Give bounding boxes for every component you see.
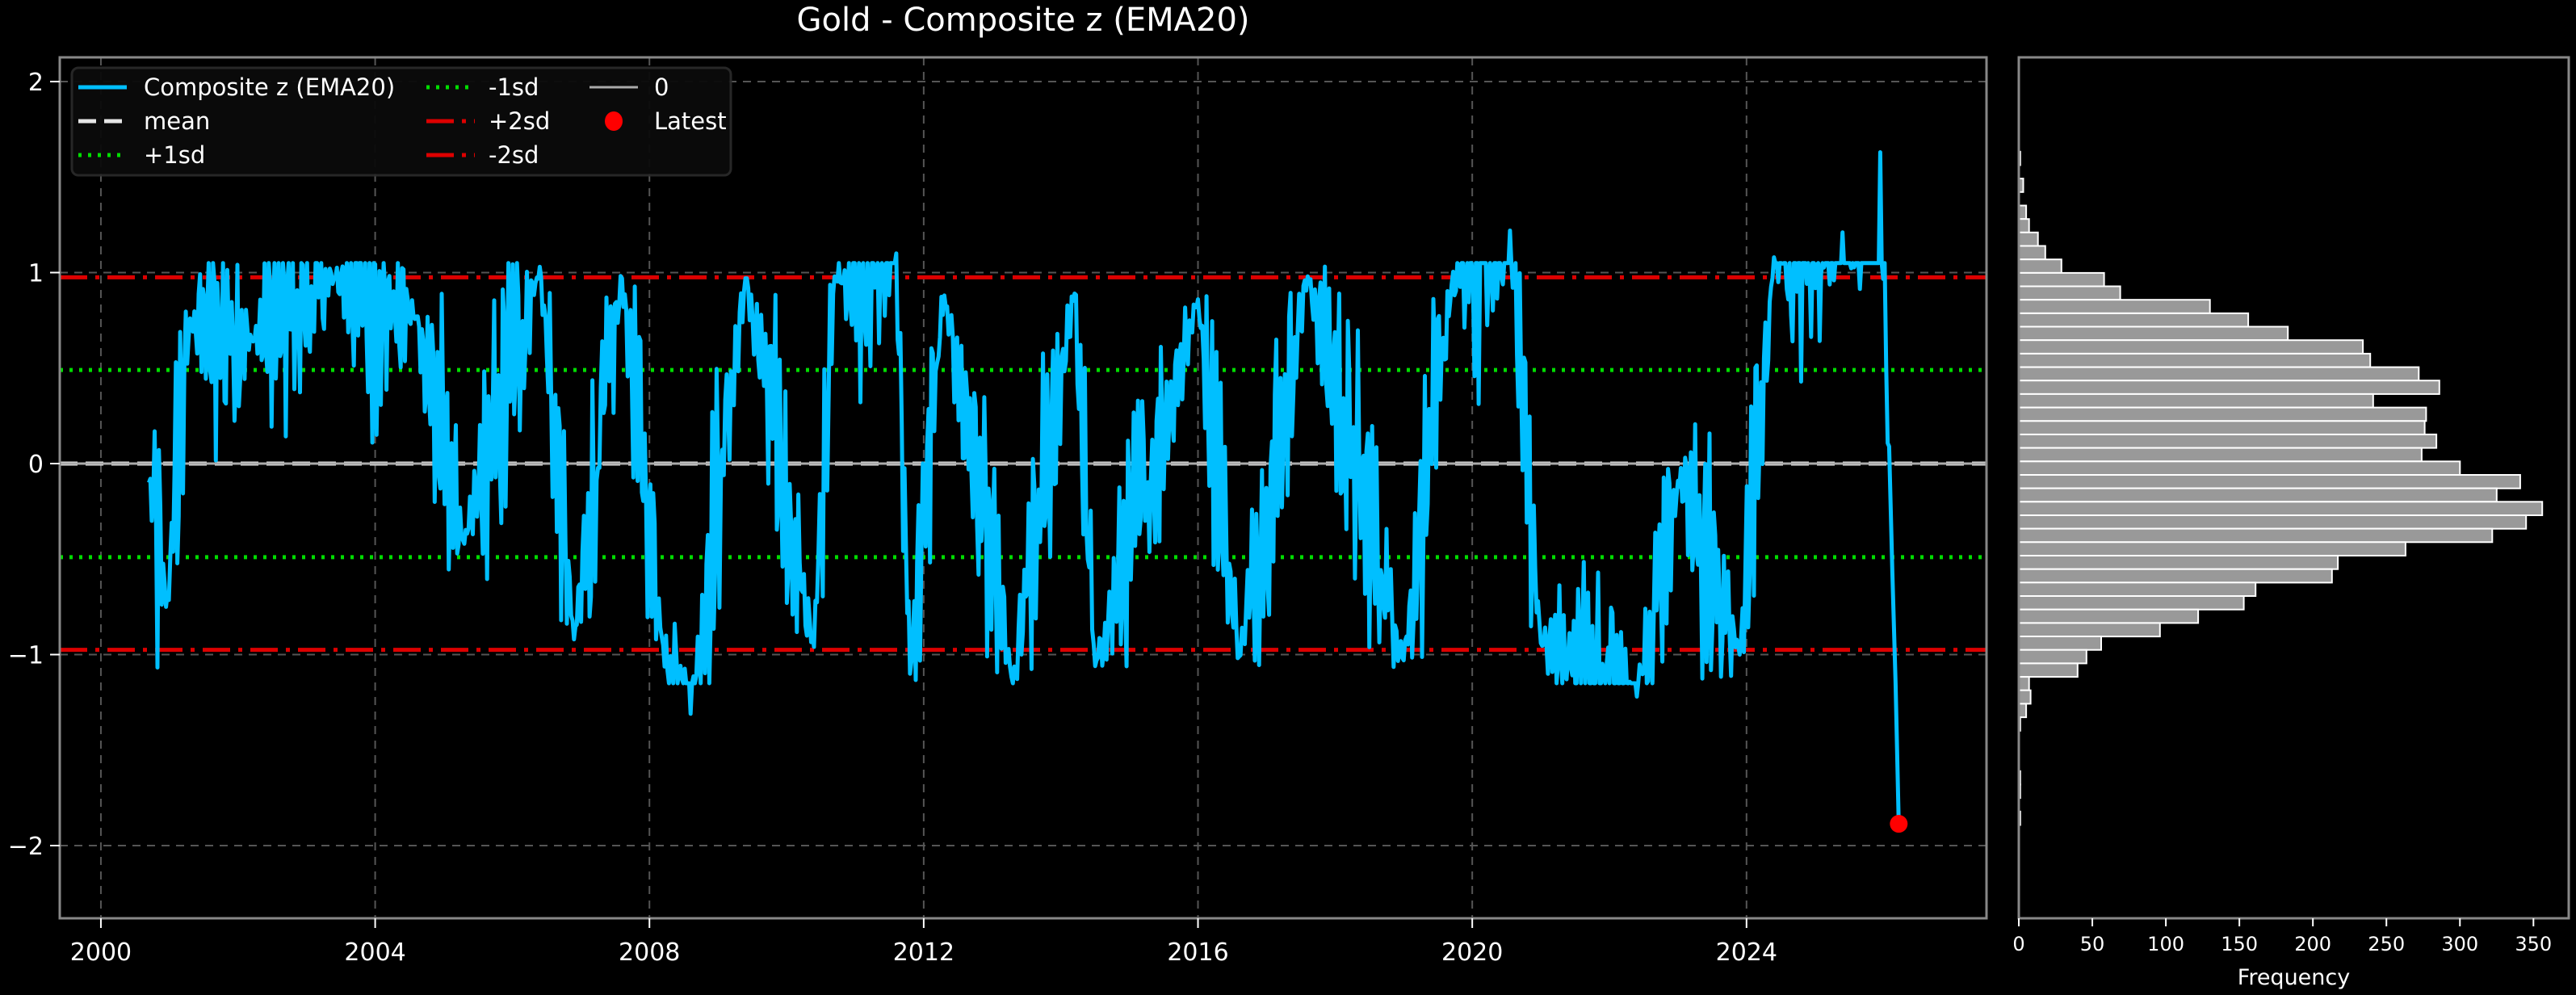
- histogram-bar: [2018, 339, 2364, 355]
- legend: Composite z (EMA20) mean +1sd -1sd +2sd -2sd 0…: [70, 66, 732, 177]
- histogram-bar: [2018, 352, 2372, 368]
- histogram-bar: [2018, 676, 2030, 691]
- histogram-bar: [2018, 271, 2105, 288]
- hist-x-tick-label: 250: [2368, 933, 2405, 955]
- x-tick-label: 2024: [1716, 938, 1777, 967]
- x-tick-label: 2000: [70, 938, 132, 967]
- histogram-bar: [2018, 393, 2374, 409]
- histogram-bar: [2018, 325, 2289, 342]
- histogram-bar: [2018, 299, 2211, 314]
- legend-label: mean: [144, 107, 210, 135]
- histogram-bar: [2018, 662, 2079, 678]
- histogram-bar: [2018, 447, 2423, 463]
- histogram-bar: [2018, 420, 2426, 435]
- histogram-bar: [2018, 218, 2030, 233]
- legend-marker-latest: [605, 111, 623, 131]
- y-tick-label: 1: [28, 260, 44, 288]
- y-tick-label: −1: [8, 642, 44, 670]
- histogram-bar: [2018, 433, 2438, 449]
- histogram-bar: [2018, 231, 2039, 247]
- histogram-bar: [2018, 541, 2406, 556]
- histogram-bar: [2018, 649, 2087, 665]
- legend-label: Latest: [654, 107, 727, 135]
- legend-label: -2sd: [489, 141, 539, 169]
- y-tick-label: 0: [28, 451, 44, 479]
- histogram-bar: [2018, 608, 2200, 624]
- histogram-bar: [2018, 636, 2102, 651]
- hist-x-axis-label: Frequency: [2238, 965, 2351, 990]
- main-axes-frame: [58, 56, 1988, 920]
- histogram-bar: [2018, 487, 2498, 503]
- latest-marker: [1890, 815, 1908, 833]
- x-tick-label: 2012: [893, 938, 954, 967]
- x-tick-label: 2004: [344, 938, 405, 967]
- hist-x-tick-label: 350: [2515, 933, 2552, 955]
- hist-x-tick-label: 300: [2441, 933, 2478, 955]
- histogram-bar: [2018, 581, 2257, 597]
- histogram-bar: [2018, 527, 2494, 544]
- plot-contents: [60, 150, 1987, 825]
- x-tick-label: 2016: [1167, 938, 1228, 967]
- legend-label: +2sd: [489, 107, 550, 135]
- histogram-bar: [2018, 555, 2339, 570]
- histogram-bar: [2018, 568, 2333, 584]
- main-plot-area: 2000 2004 2008 2012 2016 2020 2024 2 1 0 −1 −2: [8, 56, 1988, 967]
- hist-x-tick-label: 100: [2147, 933, 2184, 955]
- y-tick-label: −2: [8, 833, 44, 861]
- y-tick-label: 2: [28, 69, 44, 97]
- histogram-bar: [2018, 501, 2544, 516]
- histogram-bar: [2018, 366, 2420, 382]
- histogram-bar: [2018, 595, 2245, 611]
- histogram-plot-area: 0 50 100 150 200 250 300 350 Frequency: [2012, 56, 2570, 990]
- histogram-bar: [2018, 514, 2528, 530]
- histogram-bar: [2018, 406, 2427, 422]
- histogram-axes-frame: [2017, 56, 2570, 920]
- legend-label: +1sd: [144, 141, 205, 169]
- x-tick-label: 2020: [1441, 938, 1503, 967]
- x-tick-label: 2008: [619, 938, 680, 967]
- legend-box: [70, 66, 732, 177]
- hist-x-tick-label: 200: [2294, 933, 2331, 955]
- histogram-bar: [2018, 285, 2121, 301]
- composite-z-line: [147, 150, 1901, 825]
- hist-x-tick-label: 0: [2012, 933, 2024, 955]
- legend-label: Composite z (EMA20): [144, 73, 395, 101]
- histogram-bar: [2018, 312, 2250, 328]
- histogram-bar: [2018, 622, 2161, 638]
- histogram-bar: [2018, 245, 2046, 261]
- histogram-bar: [2018, 474, 2521, 489]
- histogram-bar: [2018, 380, 2440, 395]
- chart-title: Gold - Composite z (EMA20): [796, 2, 1250, 39]
- hist-x-tick-label: 50: [2080, 933, 2105, 955]
- histogram-bar: [2018, 258, 2062, 274]
- legend-label: 0: [654, 73, 669, 101]
- histogram-bar: [2018, 460, 2461, 476]
- legend-label: -1sd: [489, 73, 539, 101]
- hist-x-tick-label: 150: [2221, 933, 2258, 955]
- histogram-bar: [2018, 689, 2032, 705]
